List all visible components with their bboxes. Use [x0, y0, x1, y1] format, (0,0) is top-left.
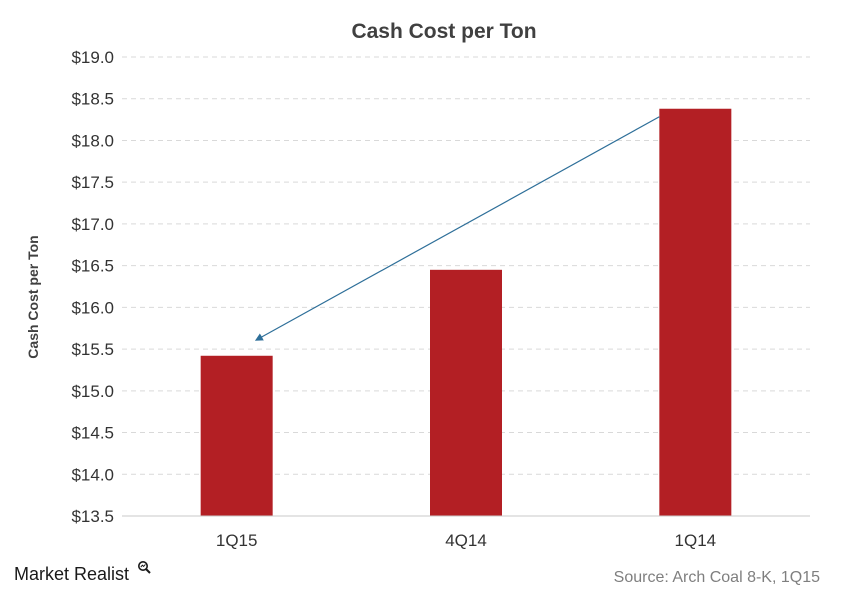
- y-tick-label: $17.0: [71, 215, 114, 234]
- chart-title: Cash Cost per Ton: [351, 20, 536, 43]
- y-tick-label: $16.0: [71, 298, 114, 317]
- x-tick-label: 1Q14: [675, 531, 717, 550]
- brand-name: Market Realist: [14, 564, 129, 584]
- y-tick-label: $18.0: [71, 131, 114, 150]
- y-tick-label: $18.5: [71, 90, 114, 109]
- bar-1q14: [659, 108, 732, 516]
- trend-arrow: [254, 116, 660, 341]
- y-tick-label: $17.5: [71, 173, 114, 192]
- y-axis-ticks: $13.5 $14.0 $14.5 $15.0 $15.5 $16.0 $16.5 $17.0…: [71, 48, 114, 526]
- x-axis-ticks: 1Q15 4Q14 1Q14: [216, 531, 716, 550]
- y-tick-label: $14.5: [71, 424, 114, 443]
- bar-4q14: [430, 269, 502, 516]
- y-tick-label: $14.0: [71, 465, 114, 484]
- magnifier-icon: [138, 561, 151, 574]
- y-tick-label: $15.0: [71, 382, 114, 401]
- x-tick-label: 1Q15: [216, 531, 258, 550]
- x-tick-label: 4Q14: [445, 531, 487, 550]
- y-tick-label: $16.5: [71, 257, 114, 276]
- y-axis-label: Cash Cost per Ton: [25, 235, 41, 358]
- brand-logo: Market Realist: [14, 561, 151, 584]
- y-tick-label: $15.5: [71, 340, 114, 359]
- bars: [200, 108, 732, 516]
- source-text: Source: Arch Coal 8-K, 1Q15: [614, 569, 820, 586]
- bar-1q15: [200, 355, 273, 516]
- y-tick-label: $13.5: [71, 507, 114, 526]
- y-tick-label: $19.0: [71, 48, 114, 67]
